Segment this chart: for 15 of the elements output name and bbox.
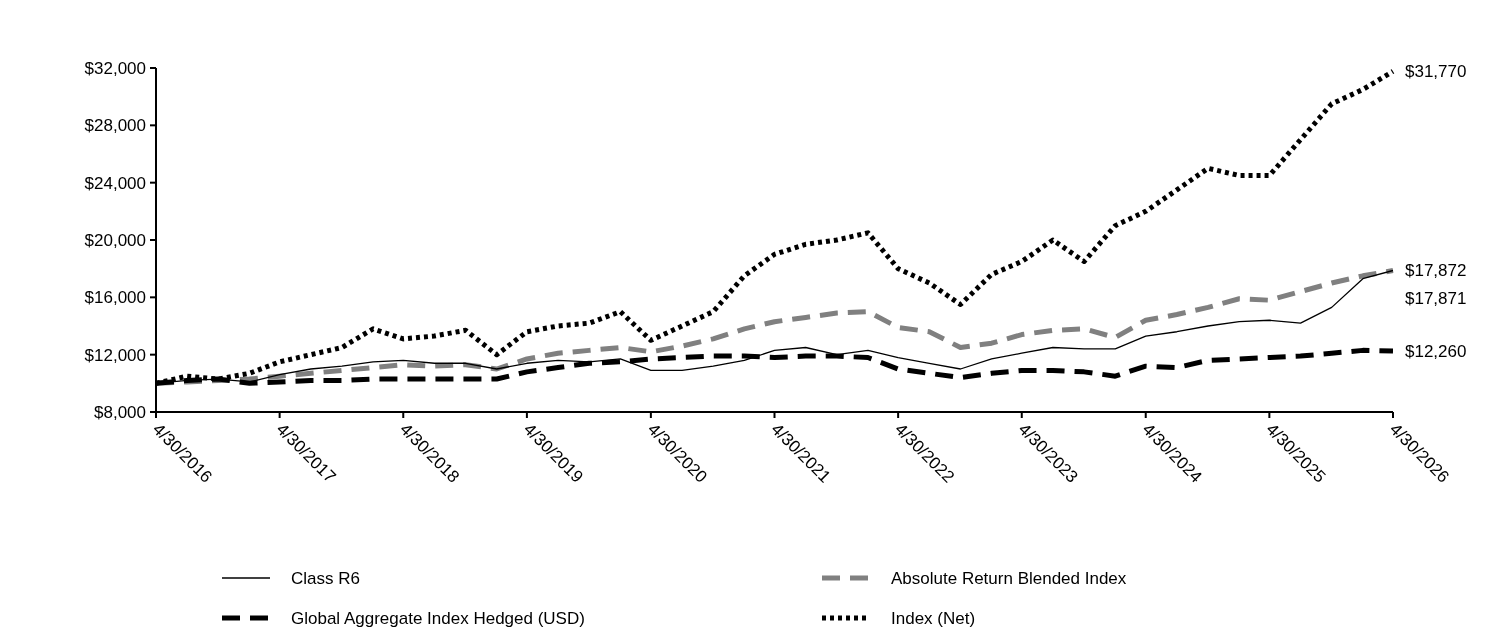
y-tick-label: $28,000	[84, 116, 146, 136]
y-tick-label: $24,000	[84, 173, 146, 193]
data-label: $31,770	[1405, 62, 1467, 82]
y-tick-label: $16,000	[84, 288, 146, 308]
y-tick-label: $12,000	[84, 345, 146, 365]
y-tick-label: $20,000	[84, 230, 146, 250]
legend-label: Index (Net)	[891, 608, 976, 628]
legend-label: Class R6	[291, 568, 360, 588]
legend-label: Absolute Return Blended Index	[891, 568, 1127, 588]
y-tick-label: $8,000	[94, 402, 146, 422]
y-tick-label: $32,000	[84, 58, 146, 78]
data-label: $17,871	[1405, 289, 1467, 309]
legend-label: Global Aggregate Index Hedged (USD)	[291, 608, 585, 628]
data-label: $17,872	[1405, 261, 1467, 281]
data-label: $12,260	[1405, 341, 1467, 361]
